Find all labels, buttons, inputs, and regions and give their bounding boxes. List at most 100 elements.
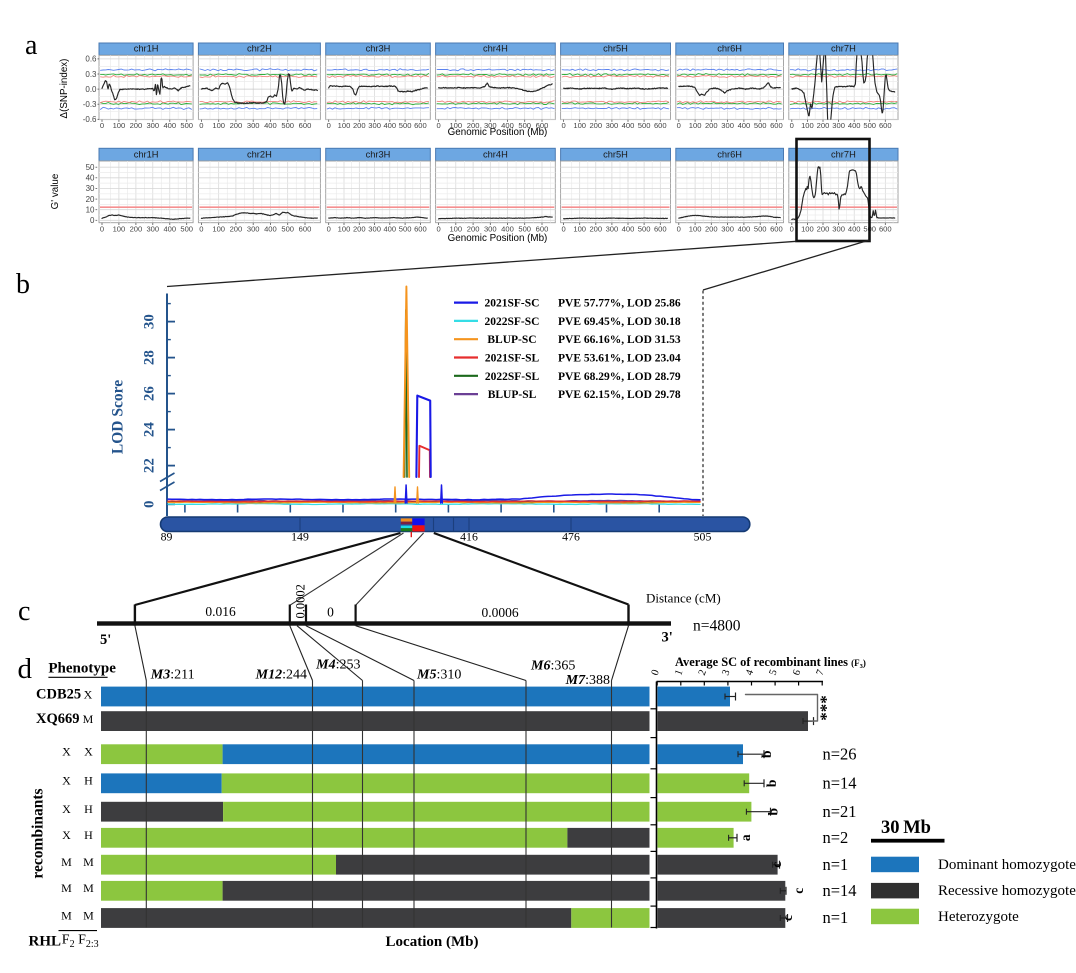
svg-text:100: 100 — [801, 224, 814, 233]
svg-text:600: 600 — [414, 224, 427, 233]
svg-text:0: 0 — [327, 605, 334, 620]
svg-text:0: 0 — [436, 224, 440, 233]
svg-text:3: 3 — [720, 668, 732, 677]
svg-text:PVE 66.16%, LOD 31.53: PVE 66.16%, LOD 31.53 — [558, 334, 681, 346]
svg-text:-0.6: -0.6 — [83, 115, 97, 124]
svg-text:600: 600 — [536, 121, 549, 130]
svg-text:500: 500 — [518, 121, 531, 130]
svg-text:500: 500 — [180, 121, 193, 130]
svg-text:600: 600 — [879, 121, 892, 130]
svg-text:300: 300 — [721, 121, 734, 130]
svg-text:100: 100 — [689, 224, 702, 233]
svg-text:c: c — [791, 888, 806, 894]
svg-text:300: 300 — [721, 224, 734, 233]
svg-text:200: 200 — [705, 121, 718, 130]
svg-text:G' value: G' value — [50, 173, 61, 209]
svg-text:M: M — [83, 855, 94, 869]
svg-text:400: 400 — [848, 224, 861, 233]
svg-text:300: 300 — [832, 224, 845, 233]
svg-text:n=26: n=26 — [823, 744, 857, 763]
svg-text:PVE 57.77%, LOD 25.86: PVE 57.77%, LOD 25.86 — [558, 298, 681, 310]
svg-text:X: X — [62, 774, 71, 788]
svg-text:Distance (cM): Distance (cM) — [646, 591, 721, 606]
svg-text:22: 22 — [142, 458, 158, 473]
svg-text:M: M — [83, 908, 94, 922]
svg-text:100: 100 — [212, 224, 225, 233]
svg-text:XQ669: XQ669 — [36, 711, 80, 727]
svg-text:100: 100 — [212, 121, 225, 130]
svg-text:n=14: n=14 — [823, 774, 857, 793]
svg-text:0.0002: 0.0002 — [294, 584, 308, 618]
svg-text:50: 50 — [86, 163, 95, 172]
svg-text:c: c — [769, 862, 784, 868]
svg-text:600: 600 — [299, 121, 312, 130]
svg-text:0: 0 — [790, 224, 794, 233]
svg-text:28: 28 — [142, 350, 158, 365]
svg-text:Genomic Position (Mb): Genomic Position (Mb) — [448, 127, 548, 138]
svg-text:400: 400 — [163, 121, 176, 130]
svg-text:300: 300 — [606, 224, 619, 233]
svg-text:n=4800: n=4800 — [693, 618, 741, 635]
svg-text:0.016: 0.016 — [205, 604, 236, 619]
svg-text:500: 500 — [518, 224, 531, 233]
svg-text:400: 400 — [501, 224, 514, 233]
svg-text:600: 600 — [770, 224, 783, 233]
svg-text:chr7H: chr7H — [831, 44, 856, 54]
svg-text:200: 200 — [467, 121, 480, 130]
svg-text:n=1: n=1 — [823, 908, 849, 927]
svg-text:400: 400 — [738, 224, 751, 233]
svg-text:b: b — [759, 750, 774, 758]
svg-text:c: c — [780, 915, 795, 921]
svg-text:0: 0 — [436, 121, 440, 130]
svg-text:300: 300 — [484, 224, 497, 233]
svg-text:M: M — [61, 855, 72, 869]
svg-text:416: 416 — [460, 530, 478, 544]
svg-text:M: M — [61, 881, 72, 895]
svg-text:H: H — [84, 802, 93, 816]
svg-text:200: 200 — [130, 121, 143, 130]
svg-text:476: 476 — [562, 530, 580, 544]
svg-text:c: c — [18, 596, 30, 627]
svg-text:0.3: 0.3 — [85, 70, 97, 79]
svg-text:400: 400 — [383, 224, 396, 233]
svg-text:chr3H: chr3H — [366, 44, 391, 54]
svg-text:500: 500 — [754, 224, 767, 233]
svg-text:7: 7 — [815, 668, 827, 677]
svg-text:a: a — [738, 834, 753, 841]
svg-text:b: b — [764, 780, 779, 788]
svg-text:M7:388: M7:388 — [565, 673, 610, 688]
svg-text:X: X — [62, 828, 71, 842]
svg-text:200: 200 — [589, 224, 602, 233]
svg-text:500: 500 — [638, 224, 651, 233]
svg-text:600: 600 — [654, 121, 667, 130]
svg-text:500: 500 — [399, 121, 412, 130]
svg-text:30: 30 — [86, 184, 95, 193]
svg-text:600: 600 — [536, 224, 549, 233]
svg-text:100: 100 — [113, 224, 126, 233]
svg-text:300: 300 — [247, 121, 260, 130]
svg-text:1: 1 — [673, 668, 685, 677]
svg-text:100: 100 — [573, 121, 586, 130]
svg-text:***: *** — [817, 695, 836, 721]
svg-text:M12:244: M12:244 — [255, 668, 307, 683]
svg-text:Phenotype: Phenotype — [48, 661, 116, 677]
svg-text:H: H — [84, 774, 93, 788]
svg-text:100: 100 — [338, 121, 351, 130]
svg-text:Recessive homozygote: Recessive homozygote — [938, 883, 1076, 899]
svg-text:n=14: n=14 — [823, 881, 857, 900]
svg-text:24: 24 — [142, 422, 158, 438]
svg-text:BLUP-SL: BLUP-SL — [488, 389, 537, 401]
svg-text:30: 30 — [142, 314, 158, 329]
svg-text:400: 400 — [383, 121, 396, 130]
svg-text:26: 26 — [142, 386, 158, 402]
svg-text:X: X — [84, 745, 93, 759]
svg-text:100: 100 — [113, 121, 126, 130]
svg-text:M6:365: M6:365 — [530, 658, 575, 673]
svg-text:400: 400 — [501, 121, 514, 130]
svg-text:200: 200 — [817, 121, 830, 130]
svg-text:M: M — [61, 908, 72, 922]
svg-text:400: 400 — [622, 121, 635, 130]
svg-text:100: 100 — [689, 121, 702, 130]
svg-text:100: 100 — [449, 224, 462, 233]
svg-text:40: 40 — [86, 174, 95, 183]
